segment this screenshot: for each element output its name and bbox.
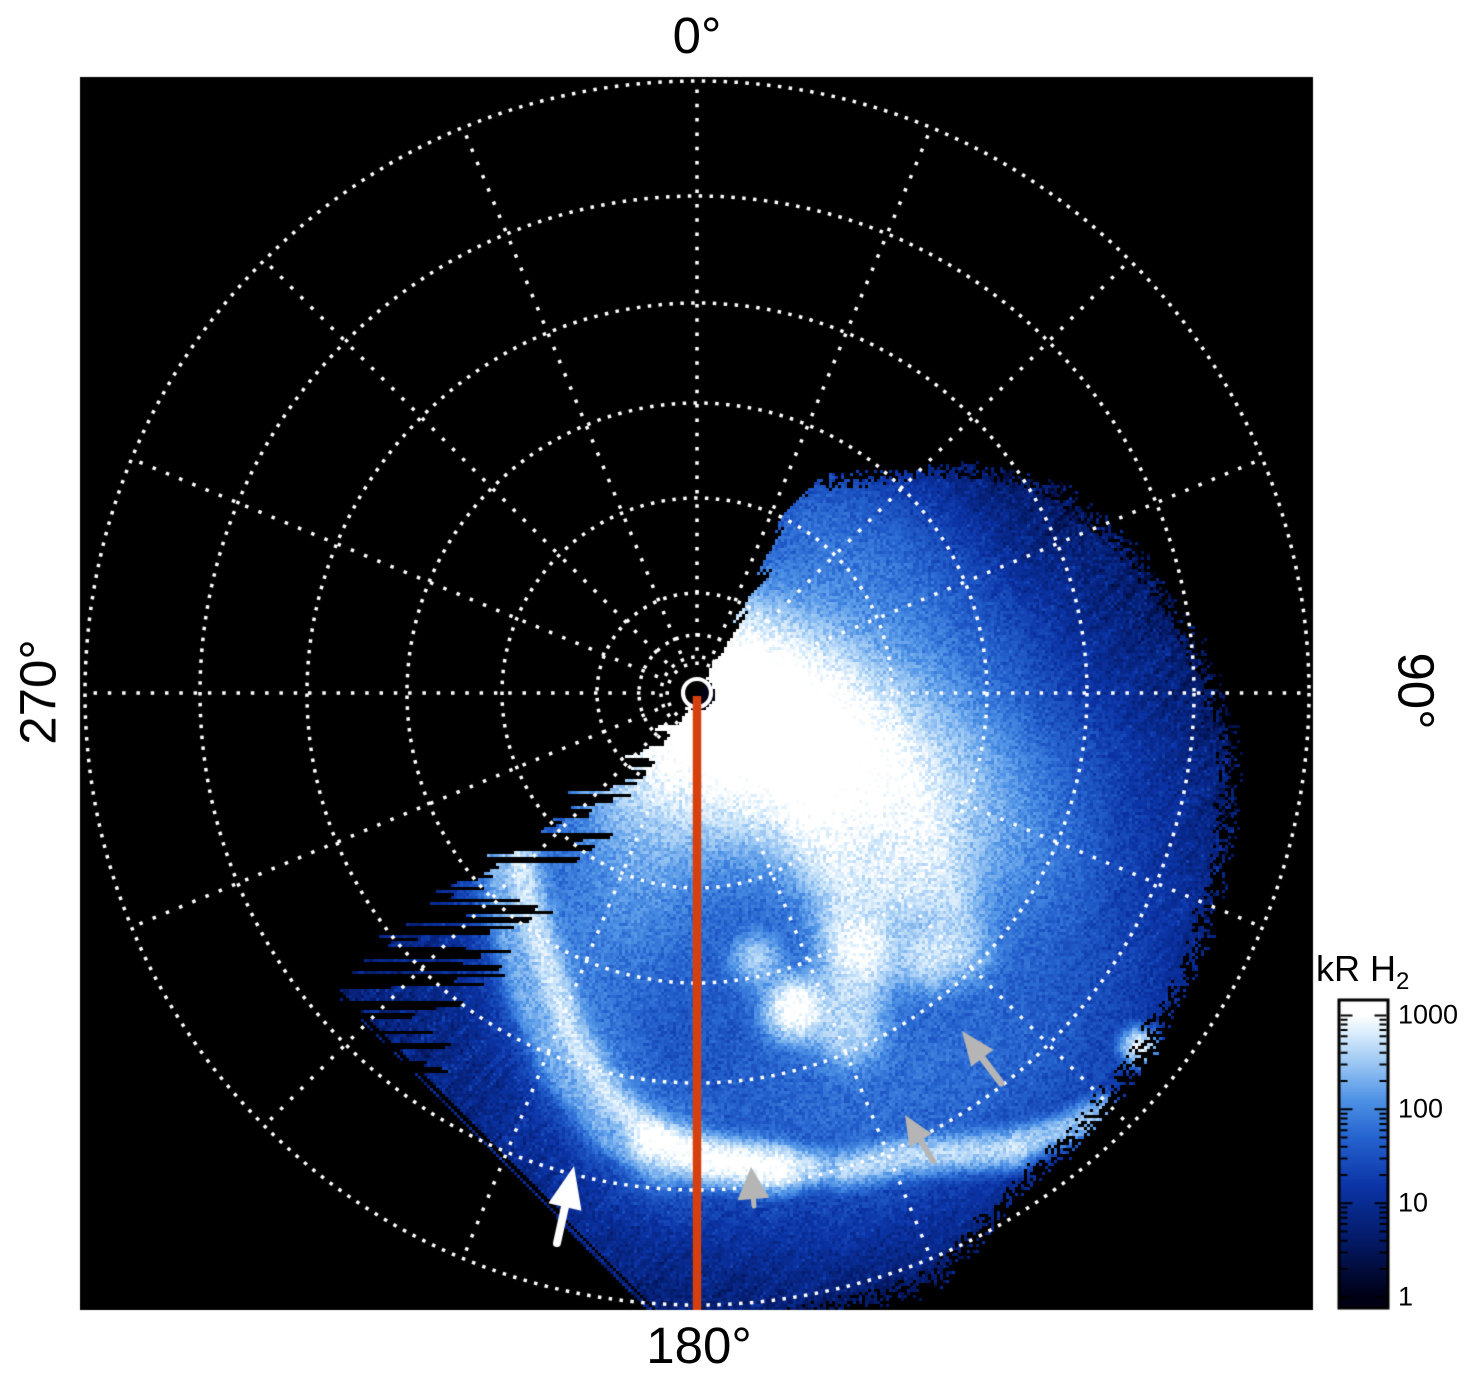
colorbar-title-subscript: 2 <box>1396 968 1410 996</box>
colorbar-tick-label-10: 10 <box>1398 1187 1429 1218</box>
colorbar-tick-label-1000: 1000 <box>1398 999 1459 1030</box>
colorbar-tick-label-1: 1 <box>1398 1281 1414 1312</box>
colorbar-tick-label-100: 100 <box>1398 1093 1444 1124</box>
angle-label-90: 90° <box>1387 652 1445 730</box>
colorbar-title: kR H2 <box>1316 948 1409 996</box>
angle-label-270: 270° <box>9 639 67 745</box>
angle-label-180: 180° <box>646 1317 752 1374</box>
angle-label-0: 0° <box>672 7 722 64</box>
colorbar-title-main: kR H <box>1316 948 1396 989</box>
